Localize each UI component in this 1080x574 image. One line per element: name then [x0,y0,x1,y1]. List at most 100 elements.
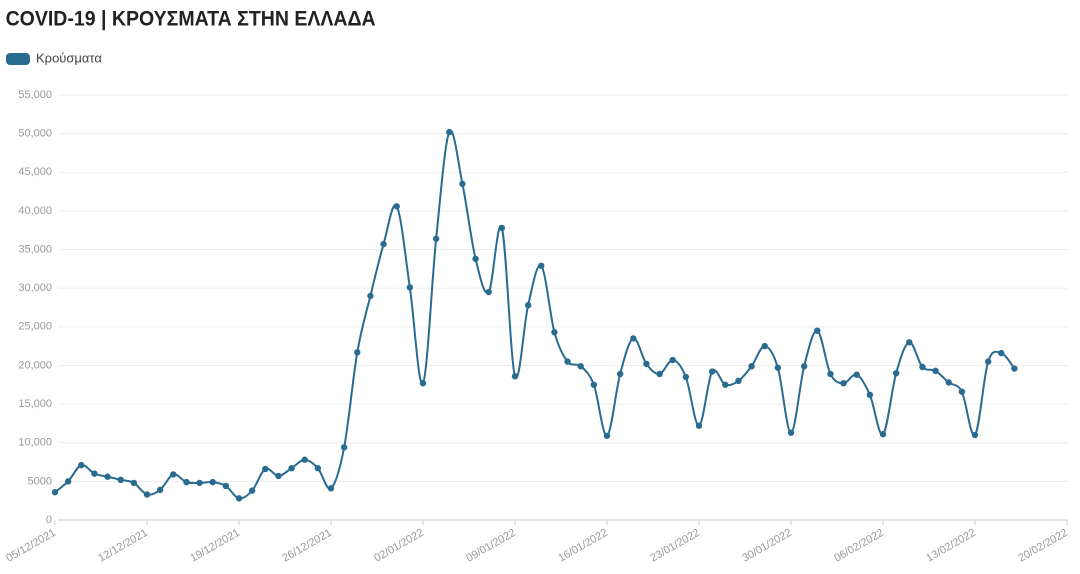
point [866,391,874,399]
point [590,381,598,388]
x-tick-label: 05/12/2021 [4,527,58,565]
x-tick-label: 26/12/2021 [280,527,334,565]
legend-label: Κρούσματα [36,50,102,65]
point [51,488,59,496]
point [932,367,939,375]
point [564,358,571,365]
point [130,479,138,487]
point [616,370,624,378]
point [984,358,992,365]
point [143,491,151,498]
y-tick-label: 55,000 [18,89,52,101]
point [340,444,348,451]
point [104,473,111,480]
point [814,327,821,334]
point [630,335,637,342]
point [892,369,900,377]
point [262,465,269,473]
point [827,370,834,378]
legend-swatch [6,53,30,65]
y-tick-label: 5000 [28,475,52,487]
point [354,349,361,356]
point [945,379,952,386]
point [156,486,164,494]
point [761,342,768,350]
point [656,370,663,378]
point [209,478,216,486]
x-tick-label: 12/12/2021 [96,527,150,565]
point [314,465,322,472]
point [367,292,374,300]
point [643,360,650,368]
x-tick-label: 19/12/2021 [188,527,242,565]
point [78,461,85,469]
point [380,240,387,248]
point [511,373,519,380]
point [91,470,98,477]
point [603,432,611,439]
point [958,388,966,395]
point [853,371,860,378]
line [54,129,1016,500]
point [577,363,584,370]
point [393,203,400,210]
x-tick-label: 20/02/2022 [1016,527,1070,565]
x-tick-label: 13/02/2022 [924,527,978,565]
point [498,224,506,232]
point [472,255,479,263]
point [196,479,203,487]
x-tick-label: 23/01/2022 [648,527,702,565]
point [248,487,256,494]
y-tick-label: 0 [46,514,52,526]
point [301,456,308,463]
point [998,349,1005,357]
x-tick-label: 16/01/2022 [556,527,610,565]
point [288,465,295,472]
point [971,431,979,439]
point [538,262,545,269]
x-tick-label: 06/02/2022 [832,527,886,565]
point [446,128,453,136]
y-tick-label: 30,000 [18,282,52,294]
point [275,472,282,480]
point [235,495,243,502]
point [906,339,913,346]
point [669,356,676,364]
point [1011,365,1018,372]
point [170,471,177,478]
chart-title: COVID-19 | ΚΡΟΥΣΜΑΤΑ ΣΤΗΝ ΕΛΛΑΔΑ [6,8,376,31]
point [787,429,795,436]
point [919,363,926,371]
point [748,363,755,370]
y-tick-label: 40,000 [18,205,52,217]
point [879,431,887,438]
point [774,364,782,371]
y-tick-label: 45,000 [18,166,52,178]
point [695,422,703,429]
point [722,381,729,388]
point [183,478,190,486]
point [406,284,414,291]
x-tick-label: 30/01/2022 [740,527,794,565]
point [485,288,492,296]
point [432,235,440,242]
point [117,476,124,484]
point [222,482,230,490]
point [840,380,847,387]
point [64,478,72,485]
point [419,380,427,387]
point [524,301,532,309]
y-tick-label: 10,000 [18,437,52,449]
x-tick-label: 09/01/2022 [464,527,518,565]
point [708,368,716,375]
point [551,329,558,336]
x-tick-label: 02/01/2022 [372,527,426,565]
y-tick-label: 35,000 [18,243,52,255]
y-tick-label: 20,000 [18,359,52,371]
y-tick-label: 50,000 [18,128,52,140]
y-tick-label: 25,000 [18,321,52,333]
point [682,373,690,381]
y-tick-label: 15,000 [18,398,52,410]
point [459,180,466,188]
